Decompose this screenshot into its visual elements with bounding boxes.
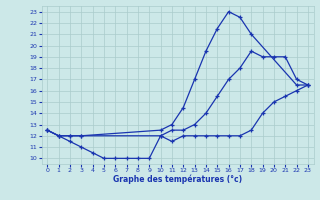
X-axis label: Graphe des températures (°c): Graphe des températures (°c) xyxy=(113,175,242,184)
